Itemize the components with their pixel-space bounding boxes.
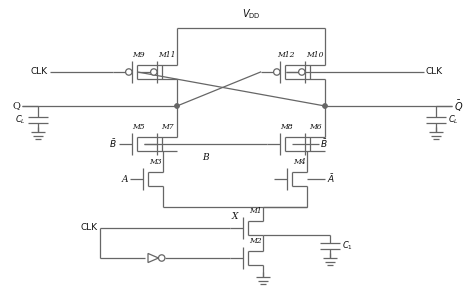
- Text: M2: M2: [249, 237, 261, 245]
- Text: $\bar{B}$: $\bar{B}$: [320, 138, 328, 150]
- Circle shape: [175, 104, 179, 108]
- Text: M4: M4: [292, 158, 305, 166]
- Text: M6: M6: [309, 123, 321, 131]
- Text: A: A: [121, 175, 128, 184]
- Text: M7: M7: [161, 123, 173, 131]
- Text: $C_L$: $C_L$: [448, 114, 459, 126]
- Text: $\bar{A}$: $\bar{A}$: [327, 172, 335, 185]
- Text: CLK: CLK: [31, 67, 48, 76]
- Text: M9: M9: [132, 51, 144, 59]
- Text: M8: M8: [280, 123, 292, 131]
- Text: CLK: CLK: [81, 224, 98, 233]
- Text: $C_L$: $C_L$: [15, 114, 26, 126]
- Text: Q: Q: [12, 102, 20, 111]
- Circle shape: [273, 69, 280, 75]
- Circle shape: [299, 69, 305, 75]
- Circle shape: [126, 69, 132, 75]
- Text: M1: M1: [249, 207, 261, 215]
- Text: M3: M3: [149, 158, 161, 166]
- Circle shape: [323, 104, 327, 108]
- Text: $V_{\rm DD}$: $V_{\rm DD}$: [242, 7, 260, 21]
- Circle shape: [323, 104, 327, 108]
- Text: X: X: [232, 212, 238, 221]
- Circle shape: [175, 104, 179, 108]
- Text: M5: M5: [132, 123, 144, 131]
- Text: M11: M11: [158, 51, 176, 59]
- Text: M12: M12: [277, 51, 295, 59]
- Circle shape: [158, 255, 165, 261]
- Text: $\bar{B}$: $\bar{B}$: [109, 138, 117, 150]
- Text: $C_1$: $C_1$: [342, 240, 353, 252]
- Text: B: B: [202, 153, 209, 162]
- Text: M10: M10: [306, 51, 324, 59]
- Text: CLK: CLK: [426, 67, 443, 76]
- Text: $\bar{Q}$: $\bar{Q}$: [454, 99, 463, 114]
- Circle shape: [151, 69, 157, 75]
